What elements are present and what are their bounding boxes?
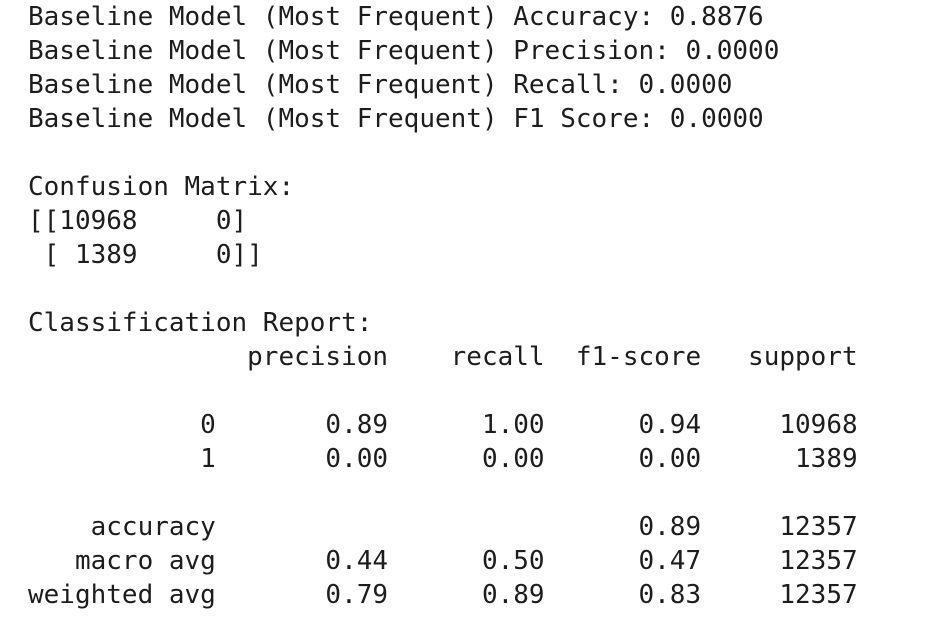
output-line-precision: Baseline Model (Most Frequent) Precision… (28, 36, 780, 66)
confusion-matrix-row-1: [ 1389 0]] (28, 240, 263, 270)
classification-report-macro-avg: macro avg 0.44 0.50 0.47 12357 (28, 546, 858, 576)
classification-report-row-1: 1 0.00 0.00 0.00 1389 (28, 444, 858, 474)
output-line-f1-score: Baseline Model (Most Frequent) F1 Score:… (28, 104, 764, 134)
output-line-recall: Baseline Model (Most Frequent) Recall: 0… (28, 70, 733, 100)
classification-report-weighted-avg: weighted avg 0.79 0.89 0.83 12357 (28, 580, 858, 610)
console-output: Baseline Model (Most Frequent) Accuracy:… (28, 0, 928, 612)
confusion-matrix-row-0: [[10968 0] (28, 206, 248, 236)
notebook-output-area: Baseline Model (Most Frequent) Accuracy:… (28, 0, 928, 620)
classification-report-header: precision recall f1-score support (28, 342, 858, 372)
confusion-matrix-title: Confusion Matrix: (28, 172, 295, 202)
classification-report-title: Classification Report: (28, 308, 373, 338)
classification-report-row-0: 0 0.89 1.00 0.94 10968 (28, 410, 858, 440)
classification-report-accuracy: accuracy 0.89 12357 (28, 512, 858, 542)
output-line-accuracy: Baseline Model (Most Frequent) Accuracy:… (28, 2, 764, 32)
